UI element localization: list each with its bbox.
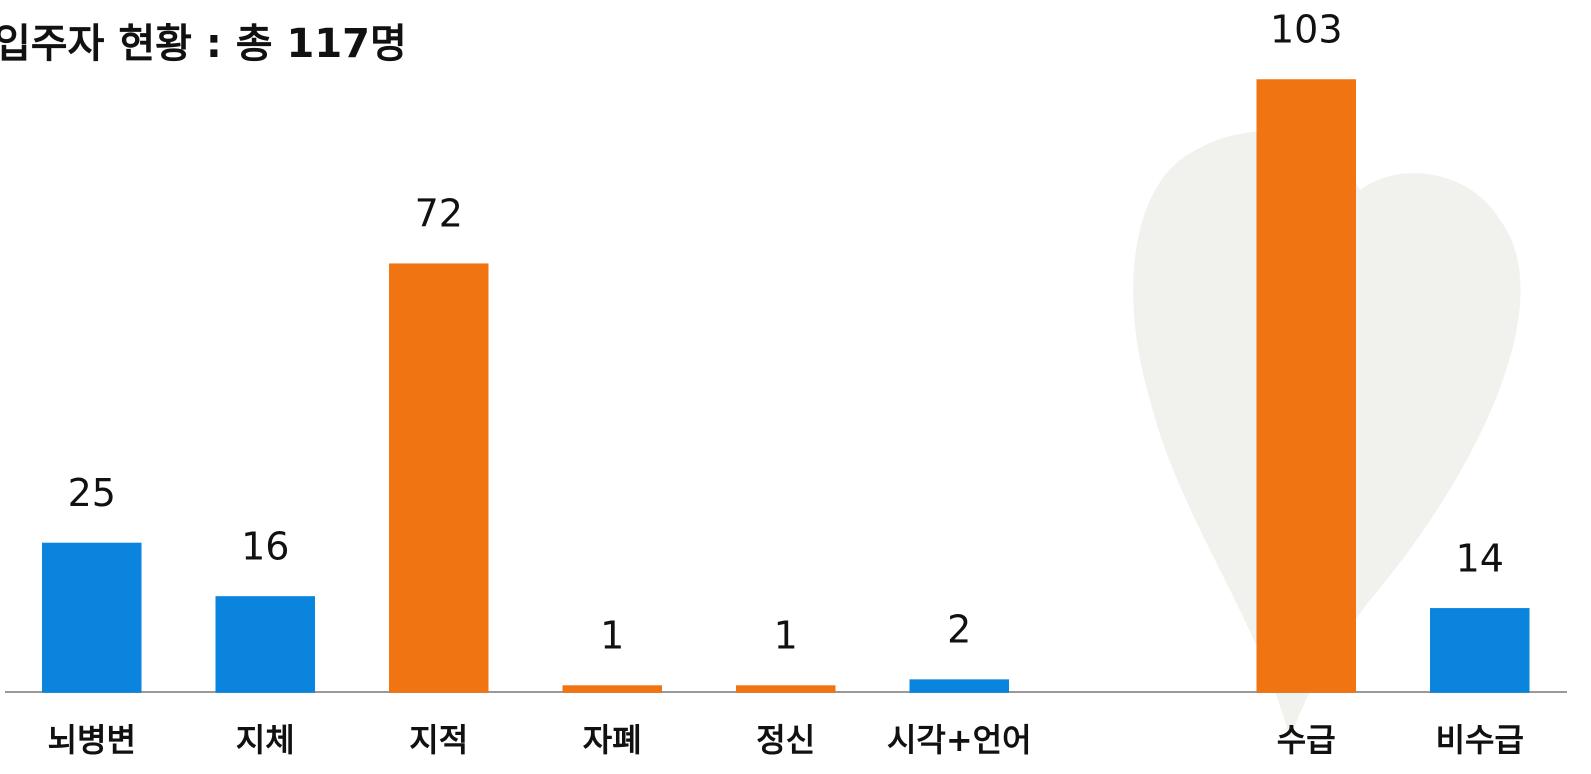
x-tick-label: 정신 [756, 721, 815, 759]
value-label: 72 [415, 192, 463, 236]
bar [216, 597, 314, 692]
bar [1431, 609, 1529, 692]
x-tick-label: 뇌병변 [48, 721, 136, 759]
x-tick-label: 지체 [236, 721, 295, 759]
value-label: 1 [774, 614, 798, 658]
x-tick-label: 비수급 [1436, 721, 1524, 759]
chart-title: 입주자 현황 : 총 117명 [0, 21, 407, 67]
value-label: 103 [1270, 8, 1343, 52]
bar [563, 686, 661, 692]
value-label: 16 [241, 524, 289, 568]
value-label: 25 [68, 471, 116, 515]
page: 입주자 현황 : 총 117명 뇌병변 25 지체 16 지적 72 자폐 1 정신 1 시각+언어… [0, 0, 1591, 774]
value-label: 2 [947, 608, 971, 652]
x-tick-label: 자폐 [583, 721, 642, 759]
bar [910, 680, 1008, 692]
bar [737, 686, 835, 692]
value-label: 14 [1456, 536, 1504, 580]
bar [43, 543, 141, 692]
chart: 입주자 현황 : 총 117명 뇌병변 25 지체 16 지적 72 자폐 1 정신 1 시각+언어… [0, 0, 1591, 774]
bar [1257, 80, 1355, 692]
bar [390, 264, 488, 692]
x-tick-label: 시각+언어 [887, 721, 1032, 759]
x-tick-label: 수급 [1277, 721, 1336, 759]
x-tick-label: 지적 [409, 721, 468, 759]
value-label: 1 [600, 614, 624, 658]
